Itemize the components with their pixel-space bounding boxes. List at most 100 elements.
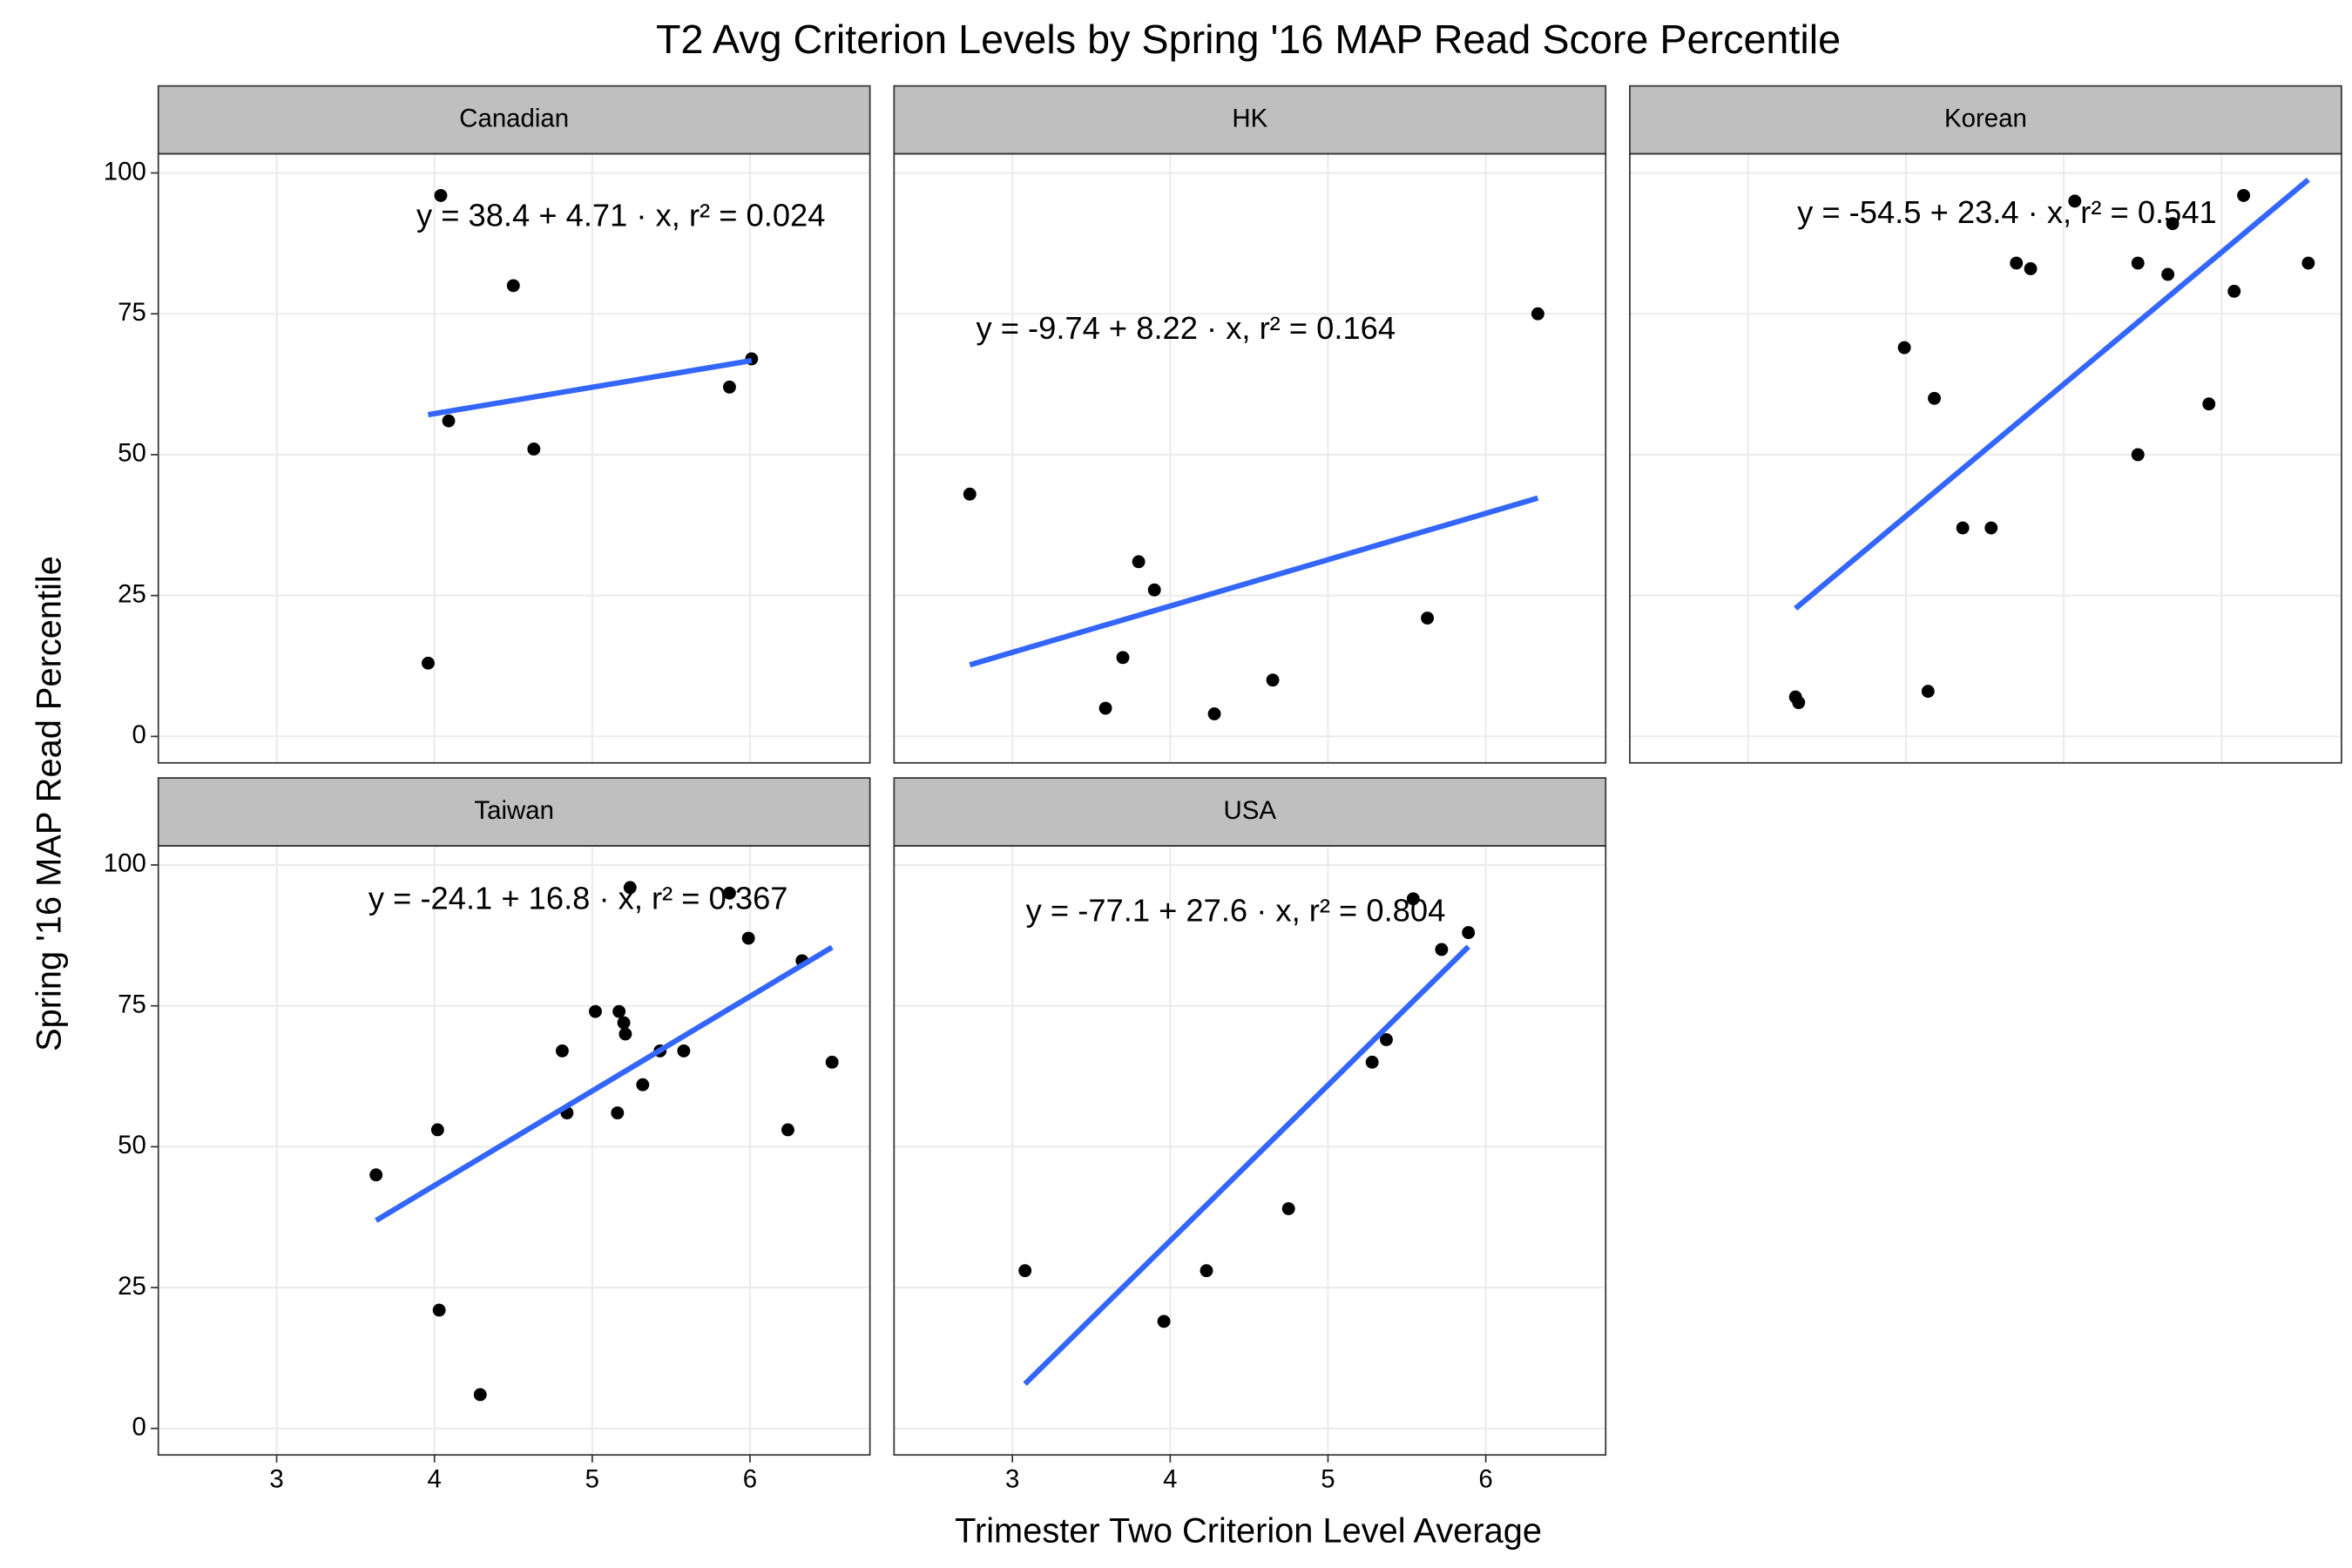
- point: [617, 1016, 631, 1030]
- x-tick-label: 6: [1478, 1464, 1492, 1493]
- x-tick-label: 3: [269, 1464, 283, 1493]
- strip: [893, 84, 1607, 155]
- point: [1200, 1264, 1213, 1278]
- panel-background: [894, 153, 1606, 763]
- point: [1421, 612, 1435, 625]
- x-tick-label: 5: [1321, 1464, 1335, 1493]
- strip-label: Taiwan: [474, 796, 554, 825]
- point: [677, 1044, 691, 1058]
- y-tick-label: 25: [118, 579, 146, 608]
- panel-background: [158, 845, 870, 1456]
- point: [1116, 651, 1130, 665]
- annotation: y = -77.1 + 27.6 · x, r² = 0.804: [1026, 892, 1446, 928]
- point: [623, 881, 637, 895]
- y-tick-label: 100: [104, 157, 146, 186]
- strip-label: Canadian: [459, 104, 569, 132]
- panel: HK y = -9.74 + 8.22 · x, r² = 0.164: [893, 84, 1607, 764]
- point: [1018, 1264, 1032, 1278]
- strip: [1629, 84, 2342, 155]
- plot-area: y = -24.1 + 16.8 · x, r² = 0.367: [368, 880, 839, 1402]
- x-tick-label: 5: [585, 1464, 599, 1493]
- point: [1281, 1202, 1295, 1215]
- fit-line: [1794, 177, 2310, 611]
- point: [1956, 521, 1970, 535]
- point: [2131, 256, 2145, 270]
- point: [781, 1123, 794, 1137]
- point: [473, 1388, 487, 1402]
- point: [422, 656, 435, 670]
- point: [589, 1004, 602, 1018]
- point: [1435, 943, 1449, 956]
- point: [1365, 1055, 1379, 1069]
- point: [618, 1027, 632, 1041]
- point: [1984, 521, 1998, 535]
- point: [2131, 448, 2145, 462]
- strip-label: Korean: [1944, 104, 2027, 132]
- plot-area: y = -77.1 + 27.6 · x, r² = 0.804: [1018, 892, 1476, 1386]
- fit-line: [969, 495, 1539, 668]
- point: [723, 380, 736, 394]
- point: [723, 886, 736, 900]
- point: [506, 279, 520, 293]
- plot-area: y = -9.74 + 8.22 · x, r² = 0.164: [963, 307, 1544, 720]
- point: [1462, 926, 1476, 940]
- strip: [893, 777, 1607, 847]
- point: [430, 1123, 444, 1137]
- fit-line: [1023, 944, 1470, 1386]
- point: [1792, 696, 1806, 709]
- point: [1406, 892, 1420, 906]
- point: [442, 414, 456, 428]
- y-tick-label: 25: [118, 1272, 146, 1301]
- annotation: y = 38.4 + 4.71 · x, r² = 0.024: [416, 198, 826, 233]
- annotation: y = -9.74 + 8.22 · x, r² = 0.164: [976, 310, 1396, 346]
- panel-border: [893, 845, 1607, 1456]
- x-tick-label: 4: [428, 1464, 442, 1493]
- point: [1928, 391, 1941, 405]
- point: [1897, 341, 1911, 355]
- y-tick-label: 0: [132, 1413, 146, 1442]
- x-tick-label: 6: [743, 1464, 757, 1493]
- point: [2202, 397, 2216, 411]
- fit-line: [375, 944, 834, 1223]
- point: [1147, 583, 1161, 597]
- point: [611, 1106, 625, 1120]
- point: [1380, 1033, 1393, 1046]
- y-tick-label: 100: [104, 849, 146, 878]
- point: [2024, 262, 2038, 275]
- panel: Taiwan y = -24.1 + 16.8 · x, r² = 0.367 0 2…: [104, 777, 871, 1493]
- point: [2010, 256, 2024, 270]
- strip-label: HK: [1232, 104, 1267, 132]
- plot-area: y = -54.5 + 23.4 · x, r² = 0.541: [1788, 177, 2315, 709]
- panel-background: [894, 845, 1606, 1456]
- strip: [157, 84, 871, 155]
- point: [1921, 685, 1935, 699]
- x-axis-title: Trimester Two Criterion Level Average: [955, 1512, 1542, 1551]
- point: [1157, 1315, 1171, 1328]
- point: [434, 188, 448, 202]
- point: [612, 1004, 626, 1018]
- y-tick-label: 50: [118, 1131, 146, 1159]
- panel: USA y = -77.1 + 27.6 · x, r² = 0.804 3 4 5 6: [893, 777, 1607, 1493]
- y-tick-label: 75: [118, 298, 146, 327]
- annotation: y = -24.1 + 16.8 · x, r² = 0.367: [368, 880, 788, 916]
- panel-background: [158, 153, 870, 763]
- point: [825, 1055, 839, 1069]
- chart-title: T2 Avg Criterion Levels by Spring '16 MA…: [656, 17, 1841, 62]
- point: [1531, 307, 1544, 321]
- point: [741, 931, 755, 945]
- point: [963, 487, 977, 501]
- point: [2227, 284, 2241, 298]
- plot-area: y = 38.4 + 4.71 · x, r² = 0.024: [416, 188, 826, 670]
- point: [369, 1168, 383, 1182]
- panel: Korean y = -54.5 + 23.4 · x, r² = 0.541: [1629, 84, 2342, 764]
- x-tick-label: 4: [1163, 1464, 1177, 1493]
- point: [1132, 555, 1146, 569]
- point: [2161, 267, 2175, 281]
- panel-border: [1629, 152, 2342, 764]
- point: [636, 1078, 650, 1092]
- point: [555, 1044, 569, 1058]
- panel: Canadian y = 38.4 + 4.71 · x, r² = 0.024 0…: [104, 84, 871, 764]
- point: [1266, 673, 1280, 687]
- point: [527, 443, 541, 456]
